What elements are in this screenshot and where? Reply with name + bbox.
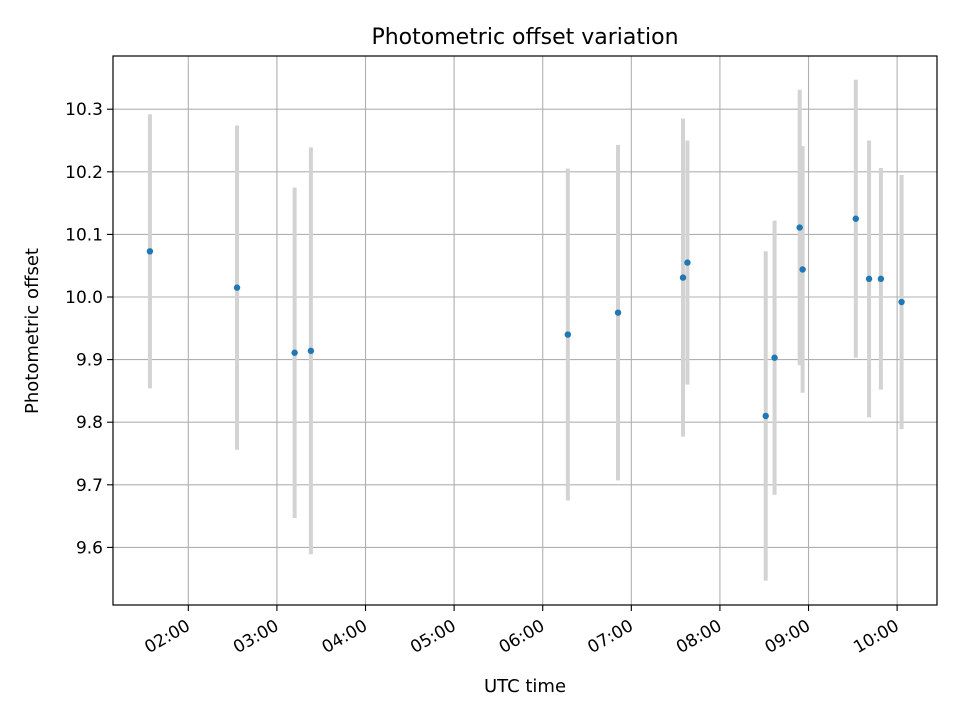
data-points — [146, 215, 905, 420]
data-point — [291, 349, 298, 356]
data-point — [614, 309, 622, 316]
data-point — [796, 224, 803, 231]
data-point — [679, 274, 687, 281]
y-tick-label: 9.7 — [76, 476, 103, 496]
y-tick-label: 9.9 — [76, 351, 103, 371]
y-axis-label: Photometric offset — [22, 248, 43, 414]
y-tick-label: 10.0 — [65, 288, 103, 308]
data-point — [564, 331, 572, 338]
data-point — [146, 248, 154, 255]
plot-frame — [112, 55, 938, 606]
data-point — [307, 347, 315, 355]
data-point — [233, 284, 241, 291]
grid — [113, 56, 937, 605]
data-point — [877, 275, 885, 283]
data-point — [684, 259, 691, 266]
y-tick-label: 9.8 — [76, 413, 103, 433]
data-point — [852, 215, 859, 222]
data-point — [898, 298, 905, 306]
data-point — [771, 354, 778, 361]
y-tick-label: 10.3 — [65, 100, 103, 120]
y-tick-label: 10.2 — [65, 163, 103, 183]
chart-title: Photometric offset variation — [371, 25, 678, 50]
data-point — [762, 412, 769, 420]
data-point — [799, 266, 806, 273]
y-tick-label: 10.1 — [65, 225, 103, 245]
data-point — [865, 275, 873, 283]
y-axis-ticks: 9.6 9.7 9.8 9.9 10.0 10.1 10.2 10.3 — [65, 100, 113, 558]
x-axis-label: UTC time — [484, 676, 566, 697]
y-tick-label: 9.6 — [76, 538, 103, 558]
